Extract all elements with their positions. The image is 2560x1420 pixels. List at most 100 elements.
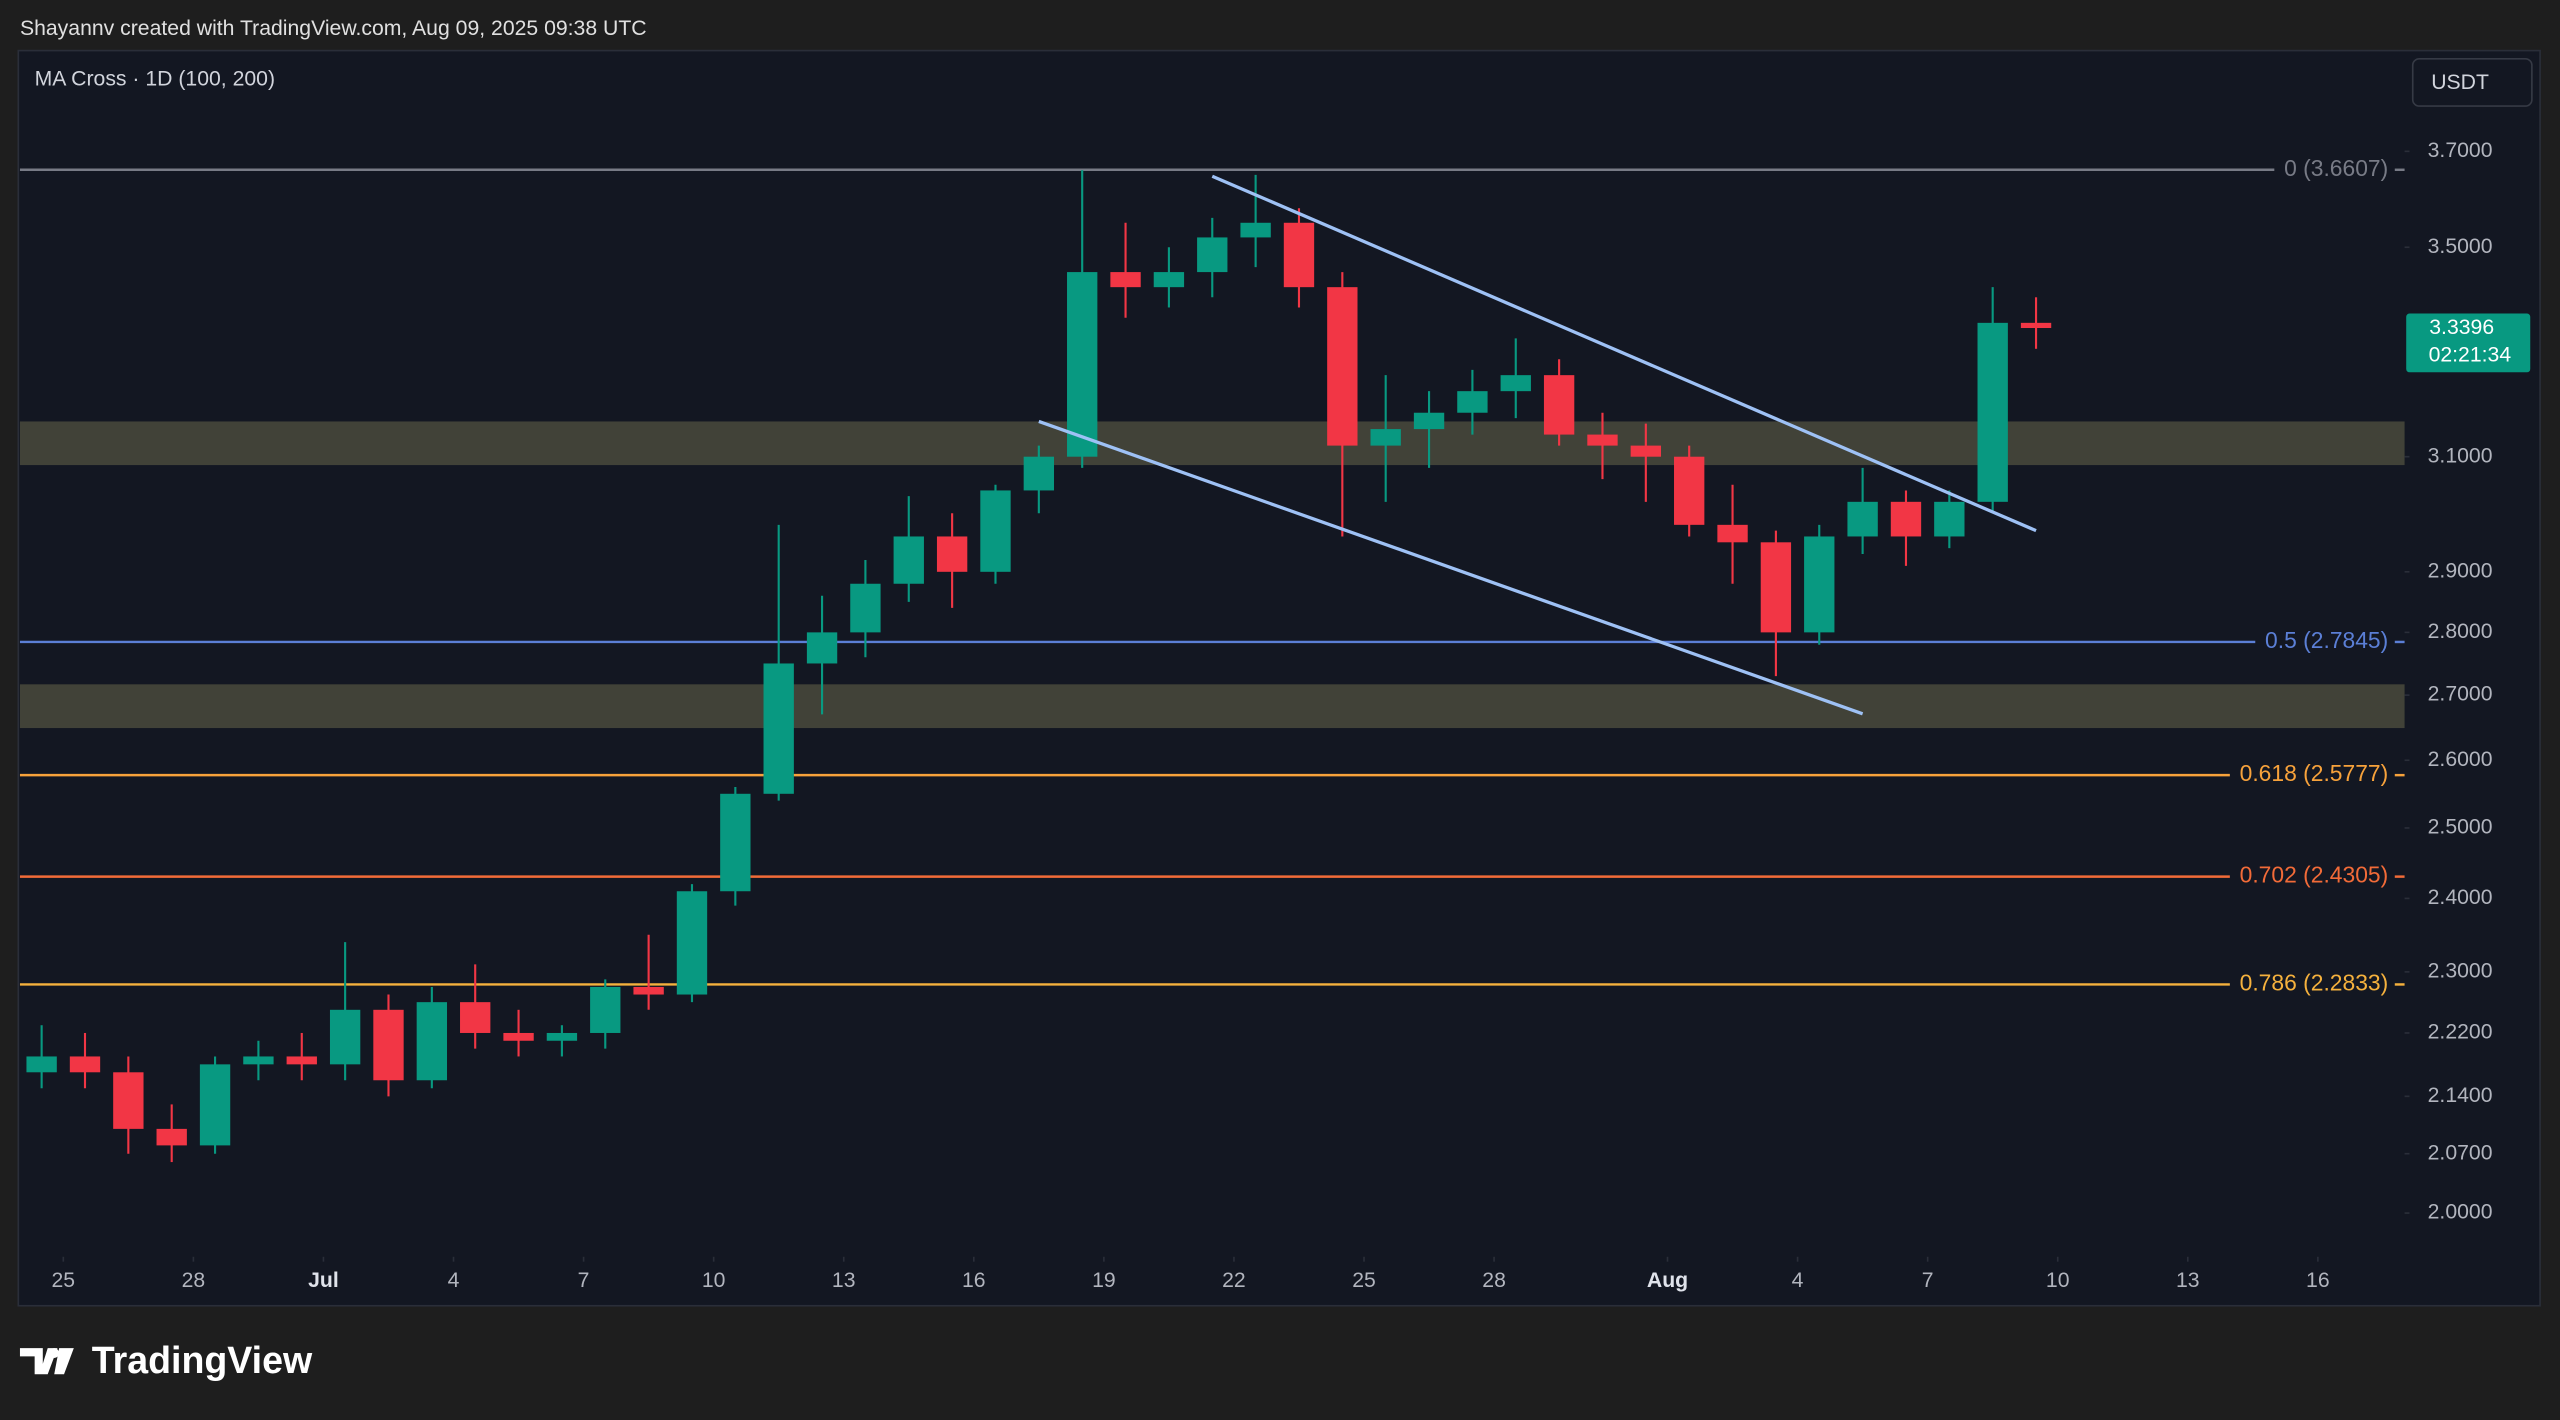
y-tick-label: 2.0000 <box>2428 1201 2493 1224</box>
credit: Shayannv created with TradingView.com, A… <box>20 17 647 40</box>
currency[interactable]: USDT <box>2431 71 2489 94</box>
candle-body <box>720 793 751 892</box>
trendline <box>1038 419 1864 716</box>
candle-body <box>1240 222 1271 238</box>
brand-name: TradingView <box>92 1339 313 1381</box>
y-tick-label: 2.4000 <box>2428 886 2493 909</box>
indicator-label: MA Cross · 1D (100, 200) <box>35 68 275 91</box>
x-tick-label: 16 <box>962 1269 986 1292</box>
x-tick-label: 13 <box>2176 1269 2200 1292</box>
x-tick-label: 7 <box>578 1269 590 1292</box>
candle-body <box>763 663 794 794</box>
y-tick-label: 2.8000 <box>2428 620 2493 643</box>
candle-body <box>69 1056 101 1073</box>
y-tick-label: 2.3000 <box>2428 959 2493 982</box>
candle-body <box>26 1056 57 1073</box>
candle-body <box>1717 524 1748 543</box>
candle-body <box>546 1032 578 1041</box>
candle-body <box>156 1128 187 1146</box>
candle-body <box>1110 272 1141 288</box>
candle-body <box>1023 456 1055 491</box>
candle-body <box>1934 501 1965 537</box>
currency-button[interactable] <box>2411 57 2533 107</box>
candle-body <box>329 1009 361 1065</box>
candle-body <box>1630 445 1662 457</box>
y-tick-label: 2.7000 <box>2428 683 2493 706</box>
x-tick-label: 22 <box>1222 1269 1246 1292</box>
x-tick-label: 25 <box>1352 1269 1376 1292</box>
x-tick-label: 19 <box>1092 1269 1116 1292</box>
fib-label: 0.702 (2.4305) <box>2240 862 2389 888</box>
candle-body <box>416 1002 448 1081</box>
candle-body <box>936 536 968 572</box>
fib-label: 0.618 (2.5777) <box>2240 760 2389 786</box>
candle-body <box>850 583 881 633</box>
x-tick-label: 4 <box>1792 1269 1804 1292</box>
candle-body <box>1197 237 1228 273</box>
x-tick-label: Jul <box>308 1269 339 1292</box>
support-resistance-zone <box>19 421 2405 466</box>
candle-body <box>503 1032 534 1041</box>
candle-body <box>676 891 708 995</box>
candle-body <box>1804 536 1835 633</box>
y-tick-label: 3.1000 <box>2428 444 2493 467</box>
candle-body <box>633 986 664 995</box>
trendline <box>1211 174 2037 533</box>
y-tick-label: 2.0700 <box>2428 1141 2493 1164</box>
y-tick-label: 2.5000 <box>2428 816 2493 839</box>
candle-body <box>806 632 838 664</box>
candle-body <box>1153 272 1185 288</box>
candle-body <box>1457 391 1488 413</box>
candle-body <box>113 1072 144 1129</box>
candle-body <box>893 536 924 584</box>
x-tick-label: 28 <box>1482 1269 1506 1292</box>
x-tick-label: 10 <box>2046 1269 2070 1292</box>
candle-body <box>243 1056 274 1065</box>
support-resistance-zone <box>19 684 2405 729</box>
y-tick-label: 2.6000 <box>2428 748 2493 771</box>
candle-body <box>1370 429 1401 446</box>
candle-body <box>1760 542 1792 633</box>
x-tick-label: 7 <box>1922 1269 1934 1292</box>
x-tick-label: 28 <box>182 1269 206 1292</box>
candle-body <box>1413 412 1445 430</box>
countdown: 02:21:34 <box>2429 344 2512 367</box>
fib-label: 0.786 (2.2833) <box>2240 969 2389 995</box>
fib-label: 0 (3.6607) <box>2284 155 2388 181</box>
candle-body <box>1500 375 1531 392</box>
candle-body <box>373 1009 404 1081</box>
candle-body <box>1067 272 1098 457</box>
last-price: 3.3396 <box>2429 316 2494 339</box>
x-tick-label: 25 <box>52 1269 76 1292</box>
chart-panel <box>17 49 2541 1307</box>
y-tick-label: 3.7000 <box>2428 139 2493 162</box>
x-tick-label: 4 <box>448 1269 460 1292</box>
brand-logo <box>19 1348 74 1375</box>
candle-body <box>286 1056 317 1065</box>
x-tick-label: 16 <box>2306 1269 2330 1292</box>
x-tick-label: 13 <box>832 1269 856 1292</box>
candle-body <box>2020 322 2052 329</box>
candle-body <box>199 1064 231 1146</box>
candle-body <box>1890 501 1922 537</box>
x-tick-label: Aug <box>1647 1269 1688 1292</box>
candle-body <box>1327 287 1358 446</box>
candle-body <box>1847 501 1878 537</box>
y-tick-label: 2.9000 <box>2428 559 2493 582</box>
y-tick-label: 2.1400 <box>2428 1084 2493 1107</box>
candle-body <box>1543 375 1575 435</box>
candle-body <box>980 490 1011 572</box>
candle-body <box>460 1002 491 1033</box>
x-tick-label: 10 <box>702 1269 726 1292</box>
y-tick-label: 3.5000 <box>2428 235 2493 258</box>
candle-body <box>590 986 621 1033</box>
candle-body <box>1283 222 1315 288</box>
candle-body <box>1674 456 1705 525</box>
candle-body <box>1977 322 2008 502</box>
last-price-tag <box>2406 313 2531 373</box>
y-tick-label: 2.2200 <box>2428 1021 2493 1044</box>
candle-body <box>1587 434 1618 446</box>
fib-label: 0.5 (2.7845) <box>2265 627 2388 653</box>
